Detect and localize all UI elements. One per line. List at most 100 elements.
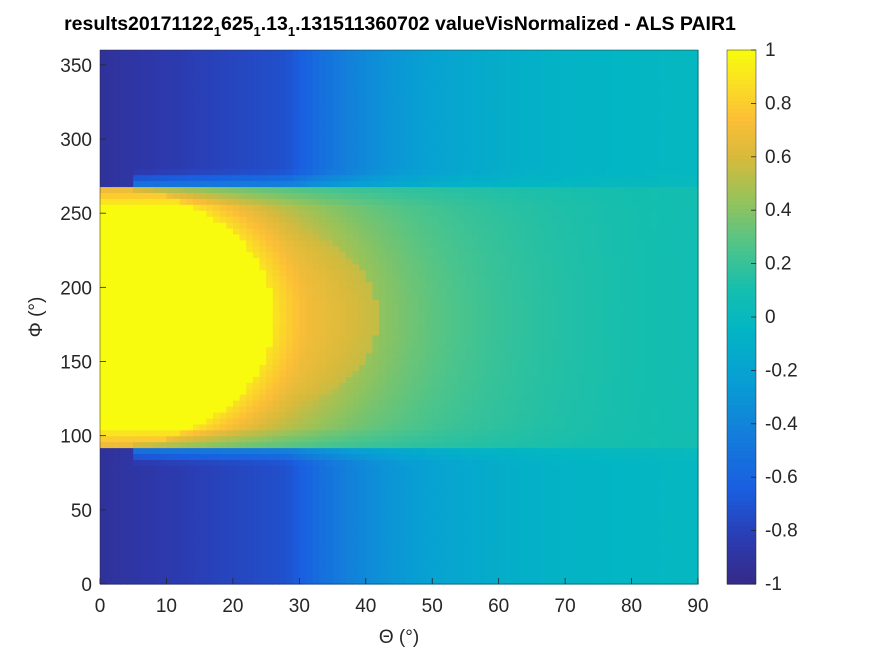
heatmap-cell [418,121,427,128]
heatmap-cell [445,210,453,217]
heatmap-cell [345,382,354,389]
heatmap-cell [186,233,194,241]
heatmap-cell [412,411,420,419]
heatmap-cell [385,311,393,318]
heatmap-cell [339,257,347,265]
heatmap-cell [352,500,360,508]
heatmap-cell [319,447,327,455]
heatmap-cell [272,506,280,514]
heatmap-cell [232,453,241,460]
heatmap-cell [212,144,221,152]
heatmap-cell [252,67,261,75]
heatmap-cell [153,55,161,63]
heatmap-cell [399,174,407,182]
heatmap-cell [359,293,367,300]
heatmap-cell [153,305,161,312]
heatmap-cell [232,542,241,549]
heatmap-cell [232,322,241,330]
heatmap-cell [286,495,294,502]
heatmap-cell [193,133,201,140]
heatmap-cell [279,530,287,538]
heatmap-cell [193,530,201,538]
heatmap-cell [206,228,214,235]
heatmap-cell [139,228,148,235]
heatmap-cell [418,411,427,419]
heatmap-cell [292,186,300,193]
heatmap-cell [452,180,460,188]
heatmap-cell [405,121,413,128]
heatmap-cell [445,542,453,549]
heatmap-cell [100,263,108,271]
heatmap-cell [146,465,154,472]
heatmap-cell [465,548,473,555]
heatmap-cell [432,186,440,193]
heatmap-cell [266,233,274,241]
heatmap-cell [232,548,241,555]
heatmap-cell [106,109,114,116]
heatmap-cell [305,441,314,449]
heatmap-cell [119,578,128,585]
heatmap-cell [425,192,433,199]
heatmap-cell [392,239,400,247]
heatmap-cell [266,483,274,490]
heatmap-cell [226,459,234,466]
heatmap-cell [425,85,433,93]
heatmap-cell [458,465,467,472]
heatmap-cell [113,322,121,330]
heatmap-cell [113,317,121,324]
heatmap-cell [193,560,201,567]
heatmap-cell [286,548,294,555]
heatmap-cell [412,222,420,229]
heatmap-cell [438,477,447,484]
heatmap-cell [299,530,307,538]
heatmap-cell [352,417,360,425]
heatmap-cell [365,228,374,235]
heatmap-cell [199,287,207,294]
heatmap-cell [379,358,387,366]
heatmap-cell [286,536,294,544]
heatmap-cell [365,388,374,395]
heatmap-cell [186,560,194,567]
heatmap-cell [339,530,347,538]
heatmap-cell [246,281,254,288]
heatmap-cell [193,453,201,460]
heatmap-cell [272,121,280,128]
heatmap-cell [193,465,201,472]
heatmap-cell [359,305,367,312]
heatmap-cell [199,394,207,401]
heatmap-cell [239,222,247,229]
heatmap-cell [379,441,387,449]
heatmap-cell [372,299,380,306]
heatmap-cell [146,79,154,87]
heatmap-cell [113,61,121,69]
heatmap-cell [173,370,181,377]
heatmap-cell [286,275,294,282]
heatmap-cell [345,239,354,247]
heatmap-cell [325,370,334,377]
heatmap-cell [325,121,334,128]
heatmap-cell [312,91,320,99]
heatmap-cell [246,139,254,146]
heatmap-cell [452,495,460,502]
heatmap-cell [173,245,181,253]
heatmap-cell [385,465,393,472]
heatmap-cell [372,305,380,312]
heatmap-cell [100,233,108,241]
heatmap-cell [412,305,420,312]
heatmap-cell [352,281,360,288]
heatmap-cell [166,578,174,585]
heatmap-cell [292,352,300,360]
heatmap-cell [339,346,347,354]
heatmap-cell [385,489,393,496]
heatmap-cell [246,91,254,99]
heatmap-cell [166,144,174,152]
heatmap-cell [259,530,267,538]
heatmap-cell [392,566,400,573]
heatmap-cell [106,305,114,312]
heatmap-cell [345,121,354,128]
heatmap-cell [385,322,393,330]
heatmap-cell [146,245,154,253]
heatmap-cell [392,411,400,419]
heatmap-cell [179,115,187,122]
heatmap-cell [239,578,247,585]
